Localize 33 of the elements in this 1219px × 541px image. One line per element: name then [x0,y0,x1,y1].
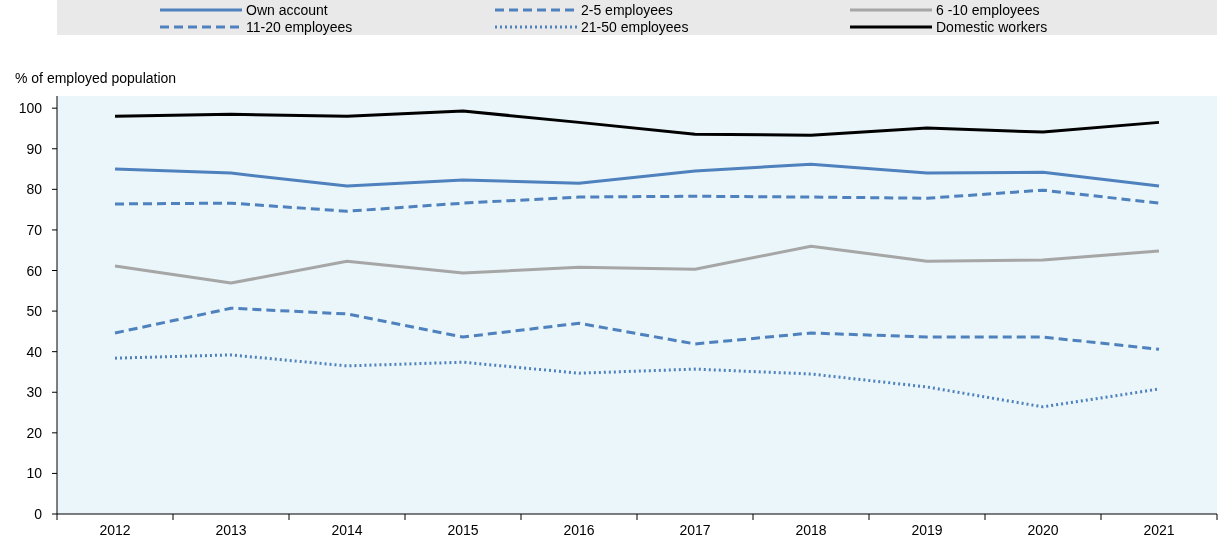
y-tick-label: 0 [34,506,43,522]
y-tick-label: 20 [26,424,43,441]
y-tick-label: 90 [26,140,43,157]
y-tick-label: 60 [26,262,43,279]
y-tick-label: 40 [26,343,43,360]
x-tick-label: 2019 [911,522,943,538]
x-tick-label: 2016 [563,522,595,538]
y-tick-label: 10 [26,465,43,482]
line-series [113,244,1161,285]
y-tick-label: 100 [18,100,43,117]
y-tick-label: 30 [26,384,43,401]
legend-label: Own account [246,2,328,18]
line-series [113,188,1161,213]
legend-label: 11-20 employees [246,19,353,35]
x-tick-label: 2021 [1143,522,1175,538]
y-tick-label: 80 [26,181,43,198]
legend-label: 6 -10 employees [936,2,1040,18]
line-series [113,109,1161,137]
legend-label: 2-5 employees [581,2,673,18]
x-tick-label: 2018 [795,522,827,538]
x-tick-label: 2012 [99,522,131,538]
x-tick-label: 2015 [447,522,479,538]
x-tick-label: 2017 [679,522,711,538]
y-tick-label: 50 [26,303,43,320]
y-tick-label: 70 [26,221,43,238]
x-tick-label: 2014 [331,522,363,538]
x-tick-label: 2020 [1027,522,1059,538]
legend-label: 21-50 employees [581,19,689,35]
y-axis-title: % of employed population [15,70,177,86]
legend-label: Domestic workers [936,19,1048,35]
x-tick-label: 2013 [215,522,247,538]
line-series [113,162,1161,188]
line-series [113,306,1161,351]
